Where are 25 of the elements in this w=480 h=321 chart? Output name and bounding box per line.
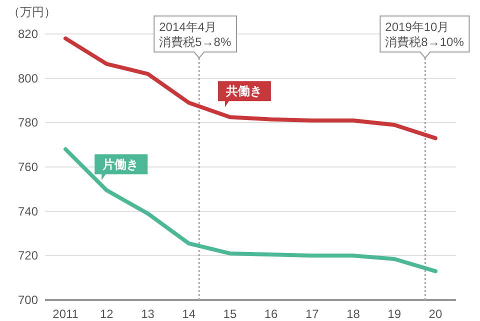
series-label: 片働き [102, 157, 139, 172]
y-tick-label: 720 [18, 248, 38, 263]
x-tick-label: 14 [182, 307, 196, 321]
x-tick-label: 17 [305, 307, 320, 321]
y-axis-title: （万円） [8, 5, 56, 19]
x-tick-label: 16 [264, 307, 278, 321]
annotation: 消費税5→8% [159, 35, 232, 49]
y-tick-label: 800 [18, 71, 38, 86]
y-tick-label: 820 [18, 27, 38, 41]
y-tick-label: 780 [18, 116, 38, 130]
annotation: 消費税8→10% [385, 35, 464, 49]
x-tick-label: 18 [346, 307, 360, 321]
x-tick-label: 12 [100, 307, 114, 321]
y-tick-label: 740 [18, 204, 38, 218]
series-label: 共働き [224, 84, 262, 98]
x-tick-label: 2011 [52, 307, 79, 321]
y-tick-label: 700 [18, 293, 38, 307]
ref-line-label: 2019年10月 [385, 20, 450, 34]
ref-line-label: 2014年4月 [159, 20, 216, 34]
x-tick-label: 15 [223, 307, 237, 321]
x-tick-label: 13 [141, 307, 155, 321]
x-tick-label: 19 [388, 307, 402, 321]
y-tick-label: 760 [18, 160, 38, 174]
x-tick-label: 20 [428, 307, 442, 321]
line-series [64, 147, 438, 274]
